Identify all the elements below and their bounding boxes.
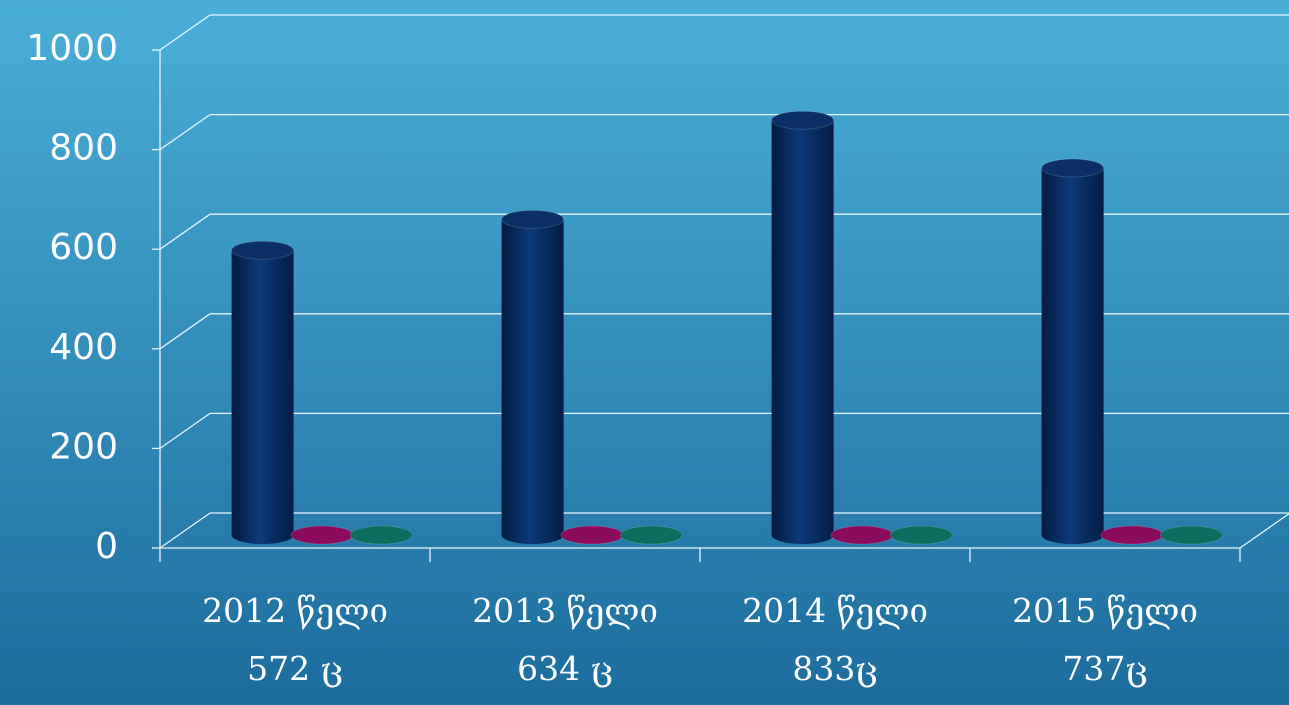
y-tick-label: 0: [95, 526, 118, 567]
bar-top: [231, 240, 295, 260]
bar-bottom: [231, 526, 294, 545]
bar: [1159, 525, 1223, 545]
y-tick-label: 1000: [26, 28, 118, 69]
bar-top: [889, 525, 953, 545]
bar: [560, 525, 624, 545]
bar-top: [290, 525, 354, 545]
bar-top: [560, 525, 624, 545]
y-tick-label: 600: [49, 227, 118, 268]
floor-edge: [1239, 512, 1289, 549]
bar-top: [830, 525, 894, 545]
bar-top: [1100, 525, 1164, 545]
grid-line: [159, 512, 211, 549]
bar: [501, 209, 565, 545]
grid-line: [159, 14, 211, 51]
x-tick-label: 2012 წელი 572 ც: [202, 591, 388, 688]
x-tick-label: 2013 წელი 634 ც: [472, 591, 658, 688]
bar-top: [619, 525, 683, 545]
bar-top: [501, 209, 565, 229]
bar-body: [501, 219, 564, 536]
grid-line: [159, 213, 211, 250]
x-tick-label: 2014 წელი 833ც: [742, 591, 928, 688]
bar-top: [1041, 158, 1105, 178]
bar-bottom: [1041, 526, 1104, 545]
grid-line: [159, 412, 211, 449]
bar: [290, 525, 354, 545]
bar-top: [1159, 525, 1223, 545]
bar: [231, 240, 295, 545]
bar-bottom: [771, 526, 834, 545]
bar: [619, 525, 683, 545]
grid-line: [159, 313, 211, 350]
bar-body: [1041, 168, 1104, 536]
bar: [889, 525, 953, 545]
bar-bottom: [501, 526, 564, 545]
grid-line: [159, 114, 211, 151]
x-tick-label: 2015 წელი 737ც: [1012, 591, 1198, 688]
bar-top: [771, 110, 835, 130]
bar-body: [231, 250, 294, 536]
y-tick-label: 200: [49, 426, 118, 467]
bar-body: [771, 120, 834, 536]
bar: [349, 525, 413, 545]
y-tick-label: 400: [49, 327, 118, 368]
bar: [1041, 158, 1105, 545]
y-tick-label: 800: [49, 128, 118, 169]
bar: [771, 110, 835, 545]
bar: [830, 525, 894, 545]
bar-top: [349, 525, 413, 545]
bar: [1100, 525, 1164, 545]
